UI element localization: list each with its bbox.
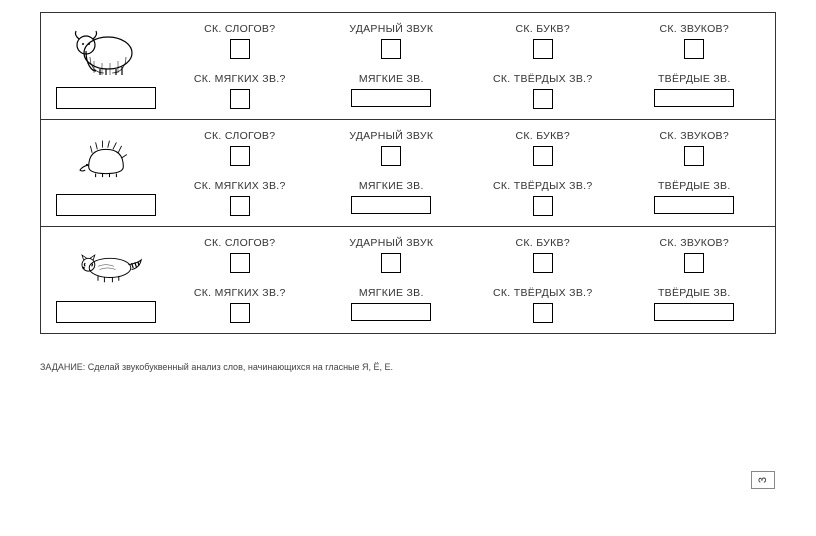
field-row-bottom: СК. МЯГКИХ ЗВ.? МЯГКИЕ ЗВ. СК. ТВЁРДЫХ З… <box>169 73 765 109</box>
stressed-input[interactable] <box>381 146 401 166</box>
letters-label: СК. БУКВ? <box>515 130 570 142</box>
soft-label: МЯГКИЕ ЗВ. <box>359 287 424 299</box>
page-number: 3 <box>751 471 775 489</box>
field-row-bottom: СК. МЯГКИХ ЗВ.? МЯГКИЕ ЗВ. СК. ТВЁРДЫХ З… <box>169 287 765 323</box>
stressed-label: УДАРНЫЙ ЗВУК <box>349 237 433 249</box>
soft-count-label: СК. МЯГКИХ ЗВ.? <box>194 287 286 299</box>
soft-field: МЯГКИЕ ЗВ. <box>321 180 463 216</box>
stressed-label: УДАРНЫЙ ЗВУК <box>349 23 433 35</box>
syllables-input[interactable] <box>230 39 250 59</box>
syllables-label: СК. СЛОГОВ? <box>204 23 275 35</box>
letters-field: СК. БУКВ? <box>472 130 614 166</box>
word-input[interactable] <box>56 194 156 216</box>
hard-count-input[interactable] <box>533 303 553 323</box>
sounds-input[interactable] <box>684 146 704 166</box>
sounds-label: СК. ЗВУКОВ? <box>659 23 729 35</box>
syllables-input[interactable] <box>230 253 250 273</box>
soft-input[interactable] <box>351 303 431 321</box>
syllables-field: СК. СЛОГОВ? <box>169 23 311 59</box>
stressed-field: УДАРНЫЙ ЗВУК <box>321 130 463 166</box>
soft-count-label: СК. МЯГКИХ ЗВ.? <box>194 180 286 192</box>
table-row: СК. СЛОГОВ? УДАРНЫЙ ЗВУК СК. БУКВ? СК. З… <box>41 227 775 333</box>
hard-count-label: СК. ТВЁРДЫХ ЗВ.? <box>493 180 593 192</box>
soft-field: МЯГКИЕ ЗВ. <box>321 287 463 323</box>
hard-count-input[interactable] <box>533 89 553 109</box>
sounds-input[interactable] <box>684 253 704 273</box>
sounds-label: СК. ЗВУКОВ? <box>659 237 729 249</box>
field-row-top: СК. СЛОГОВ? УДАРНЫЙ ЗВУК СК. БУКВ? СК. З… <box>169 237 765 273</box>
hard-input[interactable] <box>654 196 734 214</box>
soft-count-field: СК. МЯГКИХ ЗВ.? <box>169 287 311 323</box>
syllables-field: СК. СЛОГОВ? <box>169 237 311 273</box>
soft-count-field: СК. МЯГКИХ ЗВ.? <box>169 180 311 216</box>
image-column <box>51 21 161 109</box>
soft-label: МЯГКИЕ ЗВ. <box>359 73 424 85</box>
soft-count-label: СК. МЯГКИХ ЗВ.? <box>194 73 286 85</box>
worksheet-table: СК. СЛОГОВ? УДАРНЫЙ ЗВУК СК. БУКВ? СК. З… <box>40 12 776 334</box>
soft-count-field: СК. МЯГКИХ ЗВ.? <box>169 73 311 109</box>
table-row: СК. СЛОГОВ? УДАРНЫЙ ЗВУК СК. БУКВ? СК. З… <box>41 13 775 120</box>
raccoon-icon <box>66 235 146 295</box>
image-column <box>51 235 161 323</box>
stressed-input[interactable] <box>381 39 401 59</box>
syllables-label: СК. СЛОГОВ? <box>204 130 275 142</box>
hard-count-field: СК. ТВЁРДЫХ ЗВ.? <box>472 287 614 323</box>
sounds-label: СК. ЗВУКОВ? <box>659 130 729 142</box>
field-row-top: СК. СЛОГОВ? УДАРНЫЙ ЗВУК СК. БУКВ? СК. З… <box>169 23 765 59</box>
letters-input[interactable] <box>533 253 553 273</box>
hard-field: ТВЁРДЫЕ ЗВ. <box>624 287 766 323</box>
fields-column: СК. СЛОГОВ? УДАРНЫЙ ЗВУК СК. БУКВ? СК. З… <box>169 128 765 216</box>
soft-count-input[interactable] <box>230 89 250 109</box>
stressed-field: УДАРНЫЙ ЗВУК <box>321 237 463 273</box>
image-column <box>51 128 161 216</box>
sounds-field: СК. ЗВУКОВ? <box>624 237 766 273</box>
hedgehog-icon <box>66 128 146 188</box>
hard-field: ТВЁРДЫЕ ЗВ. <box>624 180 766 216</box>
hard-count-input[interactable] <box>533 196 553 216</box>
task-text: ЗАДАНИЕ: Сделай звукобуквенный анализ сл… <box>40 362 776 372</box>
hard-count-label: СК. ТВЁРДЫХ ЗВ.? <box>493 287 593 299</box>
table-row: СК. СЛОГОВ? УДАРНЫЙ ЗВУК СК. БУКВ? СК. З… <box>41 120 775 227</box>
stressed-label: УДАРНЫЙ ЗВУК <box>349 130 433 142</box>
stressed-field: УДАРНЫЙ ЗВУК <box>321 23 463 59</box>
hard-label: ТВЁРДЫЕ ЗВ. <box>658 73 731 85</box>
stressed-input[interactable] <box>381 253 401 273</box>
soft-count-input[interactable] <box>230 196 250 216</box>
sounds-input[interactable] <box>684 39 704 59</box>
hard-label: ТВЁРДЫЕ ЗВ. <box>658 287 731 299</box>
letters-label: СК. БУКВ? <box>515 23 570 35</box>
syllables-field: СК. СЛОГОВ? <box>169 130 311 166</box>
sounds-field: СК. ЗВУКОВ? <box>624 23 766 59</box>
word-input[interactable] <box>56 301 156 323</box>
syllables-label: СК. СЛОГОВ? <box>204 237 275 249</box>
sounds-field: СК. ЗВУКОВ? <box>624 130 766 166</box>
field-row-top: СК. СЛОГОВ? УДАРНЫЙ ЗВУК СК. БУКВ? СК. З… <box>169 130 765 166</box>
fields-column: СК. СЛОГОВ? УДАРНЫЙ ЗВУК СК. БУКВ? СК. З… <box>169 235 765 323</box>
hard-input[interactable] <box>654 303 734 321</box>
soft-label: МЯГКИЕ ЗВ. <box>359 180 424 192</box>
word-input[interactable] <box>56 87 156 109</box>
letters-input[interactable] <box>533 146 553 166</box>
soft-count-input[interactable] <box>230 303 250 323</box>
yak-icon <box>66 21 146 81</box>
hard-label: ТВЁРДЫЕ ЗВ. <box>658 180 731 192</box>
letters-input[interactable] <box>533 39 553 59</box>
letters-label: СК. БУКВ? <box>515 237 570 249</box>
soft-field: МЯГКИЕ ЗВ. <box>321 73 463 109</box>
soft-input[interactable] <box>351 89 431 107</box>
hard-count-field: СК. ТВЁРДЫХ ЗВ.? <box>472 73 614 109</box>
hard-count-field: СК. ТВЁРДЫХ ЗВ.? <box>472 180 614 216</box>
hard-field: ТВЁРДЫЕ ЗВ. <box>624 73 766 109</box>
hard-count-label: СК. ТВЁРДЫХ ЗВ.? <box>493 73 593 85</box>
letters-field: СК. БУКВ? <box>472 23 614 59</box>
letters-field: СК. БУКВ? <box>472 237 614 273</box>
soft-input[interactable] <box>351 196 431 214</box>
fields-column: СК. СЛОГОВ? УДАРНЫЙ ЗВУК СК. БУКВ? СК. З… <box>169 21 765 109</box>
syllables-input[interactable] <box>230 146 250 166</box>
field-row-bottom: СК. МЯГКИХ ЗВ.? МЯГКИЕ ЗВ. СК. ТВЁРДЫХ З… <box>169 180 765 216</box>
hard-input[interactable] <box>654 89 734 107</box>
